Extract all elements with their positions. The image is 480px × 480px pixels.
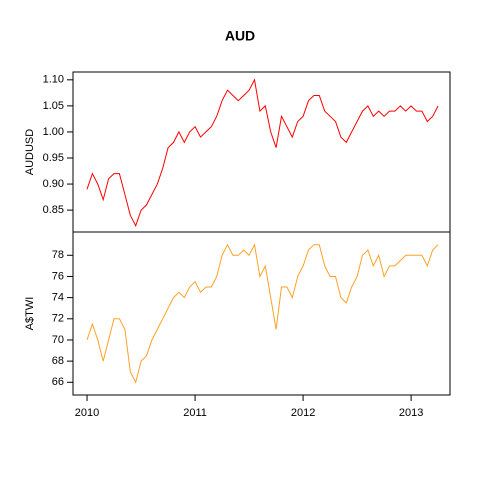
x-tick-label: 2010 (75, 407, 99, 419)
y-tick-label: 66 (52, 376, 64, 388)
y-tick-label: 74 (52, 292, 64, 304)
y-tick-label: 72 (52, 313, 64, 325)
y-tick-label: 0.85 (43, 204, 64, 216)
x-tick-label: 2011 (183, 407, 207, 419)
x-tick-label: 2012 (291, 407, 315, 419)
y-tick-label: 78 (52, 249, 64, 261)
y-tick-label: 1.05 (43, 100, 64, 112)
y-tick-label: 0.90 (43, 178, 64, 190)
y-axis-label: AUDUSD (24, 129, 36, 176)
y-tick-label: 0.95 (43, 152, 64, 164)
series-line (86, 243, 439, 384)
y-tick-label: 76 (52, 270, 64, 282)
y-tick-label: 1.10 (43, 74, 64, 86)
y-tick-label: 1.00 (43, 126, 64, 138)
series-line (86, 78, 439, 227)
y-tick-label: 70 (52, 334, 64, 346)
chart-title: AUD (225, 28, 255, 44)
x-tick-label: 2013 (399, 407, 423, 419)
panel-frame (72, 231, 451, 396)
y-tick-label: 68 (52, 355, 64, 367)
panel-frame (72, 71, 451, 233)
y-axis-label: A$TWI (24, 297, 36, 331)
